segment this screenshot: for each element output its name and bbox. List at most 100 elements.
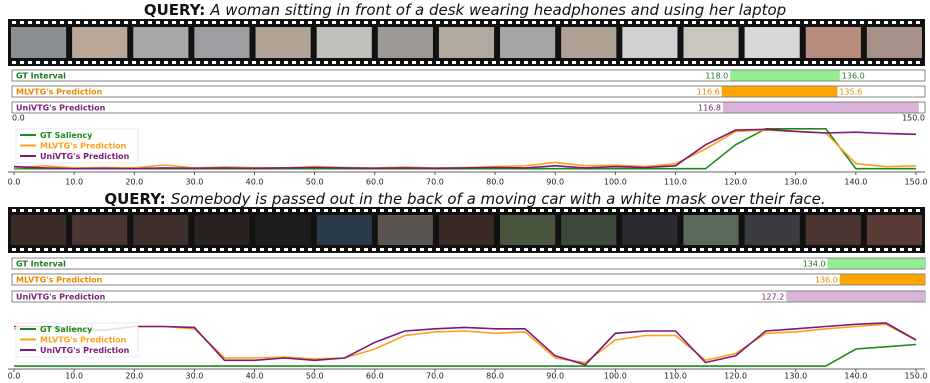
perforation (92, 209, 96, 212)
perforation (604, 21, 608, 24)
perforation (604, 248, 608, 251)
perforation (12, 209, 16, 212)
perforation (468, 21, 472, 24)
perforation (788, 21, 792, 24)
x-tick-label: 90.0 (546, 178, 564, 187)
perforation (580, 61, 584, 64)
perforation (100, 209, 104, 212)
perforation (260, 248, 264, 251)
query-text: Somebody is passed out in the back of a … (171, 190, 826, 208)
film-frame (378, 27, 433, 58)
perforation (28, 21, 32, 24)
perforation (476, 209, 480, 212)
perforation (484, 248, 488, 251)
perforation (372, 248, 376, 251)
x-tick-label: 90.0 (546, 372, 564, 381)
perforation (780, 248, 784, 251)
perforation (380, 61, 384, 64)
perforation (620, 61, 624, 64)
perforation (436, 209, 440, 212)
perforation (668, 209, 672, 212)
perforation (164, 61, 168, 64)
perforation (676, 209, 680, 212)
perforation (20, 61, 24, 64)
perforation (316, 21, 320, 24)
x-tick-label: 100.0 (604, 372, 627, 381)
perforation (492, 61, 496, 64)
perforation (276, 209, 280, 212)
perforation (844, 209, 848, 212)
perforation (684, 248, 688, 251)
perforation (348, 209, 352, 212)
perforation (508, 21, 512, 24)
perforation (804, 61, 808, 64)
perforation (820, 209, 824, 212)
film-frame (439, 215, 494, 245)
perforation (908, 209, 912, 212)
perforation (756, 209, 760, 212)
perforation (220, 21, 224, 24)
perforation (284, 21, 288, 24)
film-frame (194, 27, 249, 58)
perforation (172, 248, 176, 251)
perforation (700, 61, 704, 64)
perforation (572, 21, 576, 24)
perforation (476, 21, 480, 24)
perforation (892, 248, 896, 251)
perforation (404, 21, 408, 24)
perforation (564, 248, 568, 251)
x-tick-label: 70.0 (426, 372, 444, 381)
interval-tick-label: 0.0 (12, 114, 25, 123)
perforation (44, 209, 48, 212)
x-tick-label: 40.0 (246, 178, 264, 187)
perforation (28, 248, 32, 251)
interval-name: MLVTG's Prediction (16, 276, 103, 285)
perforation (604, 209, 608, 212)
perforation (356, 21, 360, 24)
perforation (444, 21, 448, 24)
perforation (124, 209, 128, 212)
perforation (516, 209, 520, 212)
perforation (692, 209, 696, 212)
perforation (292, 248, 296, 251)
perforation (860, 61, 864, 64)
interval-bar (730, 71, 840, 81)
film-frame (561, 215, 616, 245)
perforation (60, 21, 64, 24)
perforation (36, 248, 40, 251)
perforation (604, 61, 608, 64)
perforation (732, 209, 736, 212)
perforation (908, 21, 912, 24)
perforation (140, 209, 144, 212)
perforation (740, 61, 744, 64)
perforation (492, 21, 496, 24)
legend-label: UniVTG's Prediction (40, 152, 130, 161)
perforation (444, 248, 448, 251)
perforation (844, 61, 848, 64)
perforation (516, 21, 520, 24)
perforation (220, 61, 224, 64)
perforation (324, 21, 328, 24)
perforation (252, 21, 256, 24)
perforation (380, 248, 384, 251)
perforation (236, 61, 240, 64)
perforation (92, 248, 96, 251)
perforation (620, 21, 624, 24)
perforation (532, 248, 536, 251)
perforation (516, 248, 520, 251)
interval-name: UniVTG's Prediction (16, 104, 106, 113)
perforation (556, 209, 560, 212)
perforation (868, 209, 872, 212)
perforation (284, 248, 288, 251)
x-tick-label: 80.0 (486, 372, 504, 381)
perforation (508, 209, 512, 212)
perforation (44, 61, 48, 64)
perforation (740, 21, 744, 24)
perforation (164, 21, 168, 24)
perforation (644, 61, 648, 64)
perforation (108, 61, 112, 64)
perforation (868, 61, 872, 64)
perforation (68, 248, 72, 251)
perforation (596, 209, 600, 212)
perforation (692, 61, 696, 64)
